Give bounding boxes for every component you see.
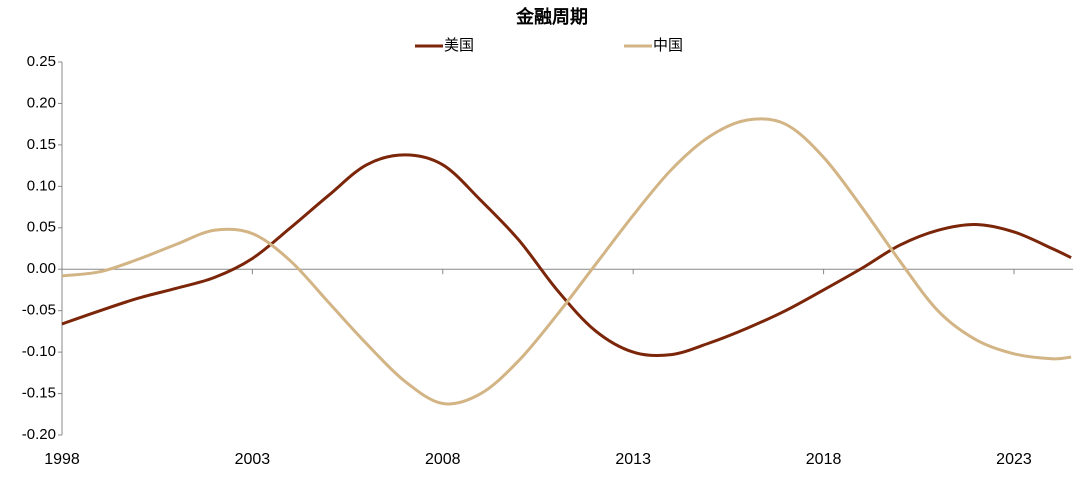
x-tick-label: 2023	[996, 451, 1032, 468]
x-tick-label: 2013	[615, 451, 651, 468]
y-tick-label: -0.05	[22, 302, 56, 319]
x-tick-label: 2003	[235, 451, 271, 468]
x-tick-label: 2008	[425, 451, 461, 468]
series-line	[61, 153, 1072, 358]
x-tick-label: 2018	[806, 451, 842, 468]
series-line	[61, 117, 1072, 406]
legend-label: 中国	[653, 37, 683, 54]
y-tick-label: -0.10	[22, 343, 56, 360]
y-tick-label: 0.20	[27, 94, 56, 111]
legend-label: 美国	[444, 37, 474, 54]
y-tick-label: 0.25	[27, 53, 56, 70]
y-tick-label: -0.20	[22, 426, 56, 443]
y-tick-label: 0.10	[27, 177, 56, 194]
x-tick-label: 1998	[44, 451, 80, 468]
y-tick-label: 0.00	[27, 260, 56, 277]
chart-title: 金融周期	[515, 6, 588, 27]
y-tick-label: -0.15	[22, 385, 56, 402]
y-tick-label: 0.15	[27, 136, 56, 153]
y-tick-label: 0.05	[27, 219, 56, 236]
